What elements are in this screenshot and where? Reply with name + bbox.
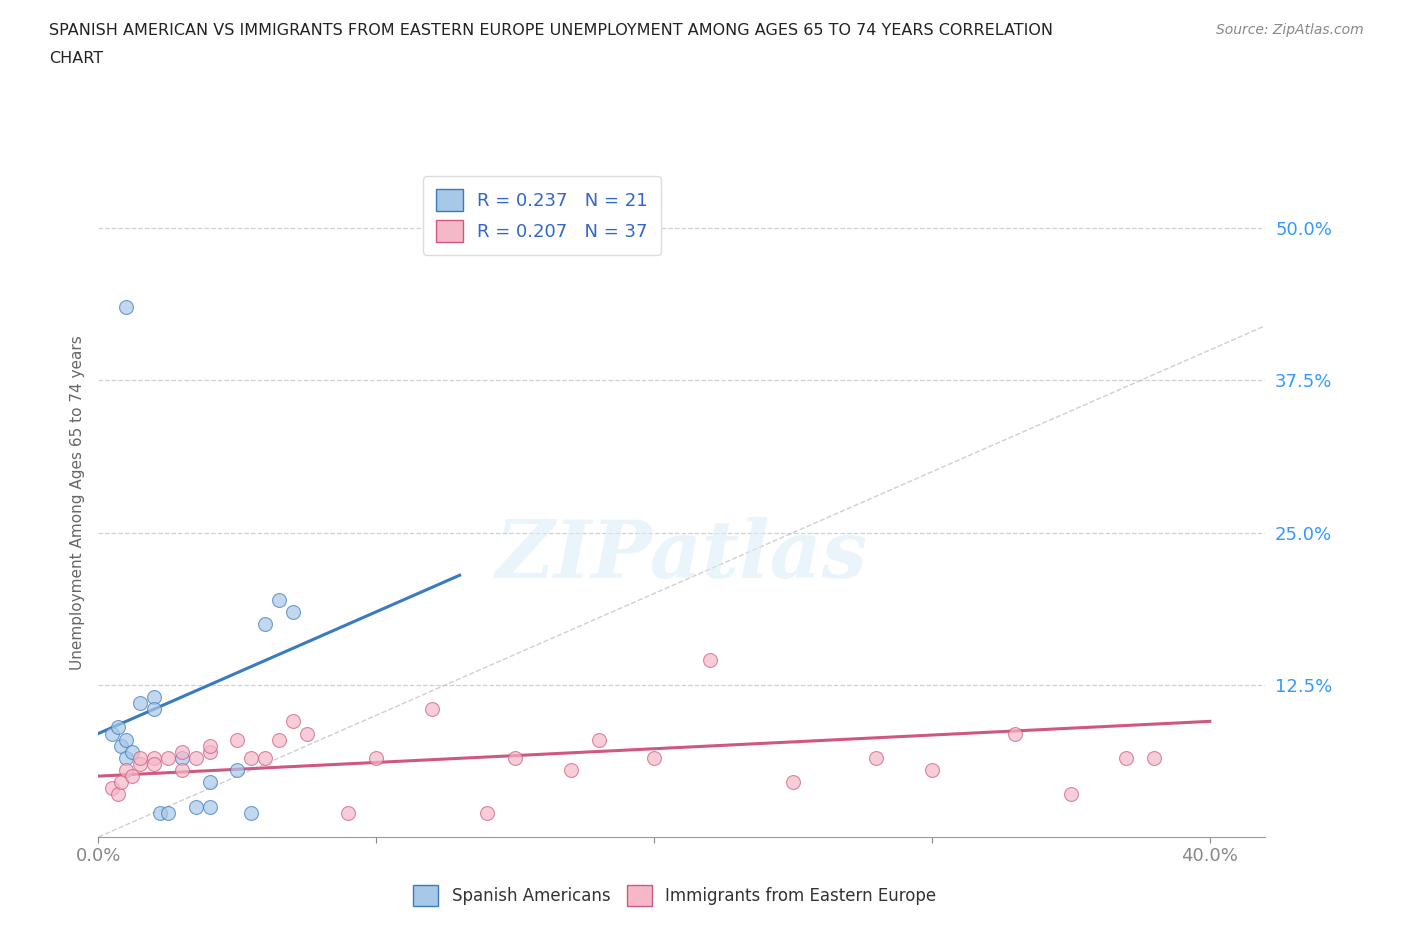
- Point: [226, 732, 249, 747]
- Point: [643, 751, 665, 765]
- Point: [156, 805, 179, 820]
- Point: [115, 763, 138, 777]
- Point: [1115, 751, 1137, 765]
- Text: SPANISH AMERICAN VS IMMIGRANTS FROM EASTERN EUROPE UNEMPLOYMENT AMONG AGES 65 TO: SPANISH AMERICAN VS IMMIGRANTS FROM EAST…: [49, 23, 1053, 38]
- Point: [143, 702, 166, 717]
- Point: [184, 799, 207, 814]
- Point: [170, 763, 193, 777]
- Point: [143, 756, 166, 771]
- Point: [110, 738, 132, 753]
- Point: [782, 775, 804, 790]
- Point: [1143, 751, 1166, 765]
- Point: [240, 805, 263, 820]
- Point: [198, 744, 221, 759]
- Point: [503, 751, 526, 765]
- Point: [107, 720, 129, 735]
- Point: [477, 805, 499, 820]
- Y-axis label: Unemployment Among Ages 65 to 74 years: Unemployment Among Ages 65 to 74 years: [69, 335, 84, 670]
- Point: [115, 300, 138, 315]
- Point: [281, 604, 304, 619]
- Point: [121, 744, 143, 759]
- Point: [143, 689, 166, 704]
- Legend: R = 0.237   N = 21, R = 0.207   N = 37: R = 0.237 N = 21, R = 0.207 N = 37: [423, 177, 661, 255]
- Point: [198, 799, 221, 814]
- Point: [588, 732, 610, 747]
- Point: [295, 726, 318, 741]
- Text: Source: ZipAtlas.com: Source: ZipAtlas.com: [1216, 23, 1364, 37]
- Point: [281, 714, 304, 729]
- Point: [129, 756, 152, 771]
- Point: [865, 751, 887, 765]
- Point: [115, 751, 138, 765]
- Point: [699, 653, 721, 668]
- Point: [1004, 726, 1026, 741]
- Point: [921, 763, 943, 777]
- Point: [184, 751, 207, 765]
- Point: [121, 769, 143, 784]
- Point: [148, 805, 170, 820]
- Point: [101, 781, 124, 796]
- Point: [115, 732, 138, 747]
- Text: ZIPatlas: ZIPatlas: [496, 517, 868, 594]
- Text: CHART: CHART: [49, 51, 103, 66]
- Point: [267, 592, 290, 607]
- Legend: Spanish Americans, Immigrants from Eastern Europe: Spanish Americans, Immigrants from Easte…: [406, 879, 943, 912]
- Point: [267, 732, 290, 747]
- Point: [198, 738, 221, 753]
- Point: [129, 751, 152, 765]
- Point: [420, 702, 443, 717]
- Point: [240, 751, 263, 765]
- Point: [254, 751, 277, 765]
- Point: [254, 617, 277, 631]
- Point: [560, 763, 582, 777]
- Point: [107, 787, 129, 802]
- Point: [337, 805, 360, 820]
- Point: [366, 751, 388, 765]
- Point: [1060, 787, 1083, 802]
- Point: [170, 751, 193, 765]
- Point: [156, 751, 179, 765]
- Point: [170, 744, 193, 759]
- Point: [143, 751, 166, 765]
- Point: [101, 726, 124, 741]
- Point: [129, 696, 152, 711]
- Point: [110, 775, 132, 790]
- Point: [226, 763, 249, 777]
- Point: [198, 775, 221, 790]
